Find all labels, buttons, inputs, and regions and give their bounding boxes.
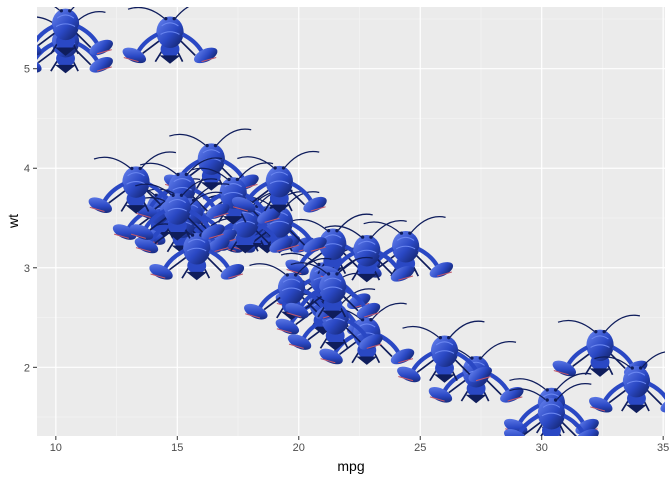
x-tick-label: 25 bbox=[414, 442, 426, 454]
major-gridlines bbox=[37, 7, 665, 436]
x-tick-label: 15 bbox=[171, 442, 183, 454]
x-axis: 10 15 20 25 30 35 bbox=[50, 436, 669, 454]
x-tick-label: 30 bbox=[536, 442, 548, 454]
y-axis: 2 3 4 5 bbox=[24, 64, 37, 374]
x-tick-label: 20 bbox=[293, 442, 305, 454]
y-tick-label: 2 bbox=[24, 362, 30, 374]
x-tick-label: 35 bbox=[657, 442, 669, 454]
y-tick-label: 3 bbox=[24, 263, 30, 275]
y-tick-label: 4 bbox=[24, 163, 30, 175]
y-tick-label: 5 bbox=[24, 64, 30, 76]
x-axis-title: mpg bbox=[337, 458, 364, 474]
x-tick-label: 10 bbox=[50, 442, 62, 454]
y-axis-title: wt bbox=[5, 214, 21, 229]
